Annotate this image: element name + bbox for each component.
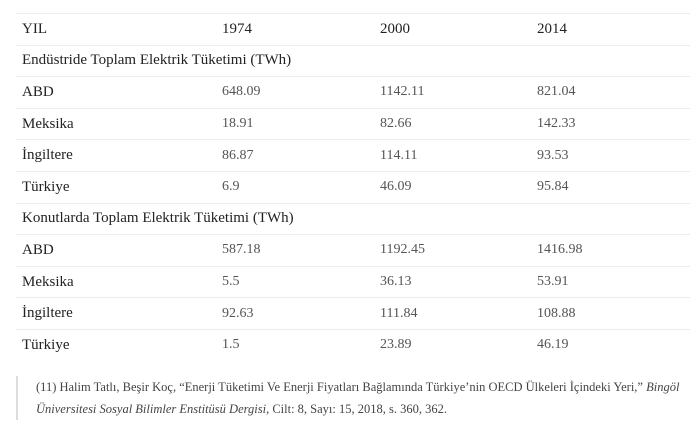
footnote: (11) Halim Tatlı, Beşir Koç, “Enerji Tük… (16, 376, 696, 420)
value-cell: 36.13 (374, 265, 531, 298)
section-title: Endüstride Toplam Elektrik Tüketimi (TWh… (16, 44, 690, 77)
table-row: İngiltere 86.87 114.11 93.53 (16, 139, 690, 172)
value-cell: 114.11 (374, 139, 531, 172)
country-cell: Meksika (16, 107, 216, 140)
value-cell: 5.5 (216, 265, 374, 298)
table-row: Meksika 5.5 36.13 53.91 (16, 265, 690, 298)
country-cell: İngiltere (16, 297, 216, 330)
value-cell: 587.18 (216, 234, 374, 267)
section-header-row: Endüstride Toplam Elektrik Tüketimi (TWh… (16, 44, 690, 77)
value-cell: 46.19 (531, 328, 690, 361)
footnote-text: (11) Halim Tatlı, Beşir Koç, “Enerji Tük… (36, 380, 647, 394)
country-cell: ABD (16, 76, 216, 109)
header-cell: 1974 (216, 13, 374, 46)
value-cell: 86.87 (216, 139, 374, 172)
table-row: İngiltere 92.63 111.84 108.88 (16, 297, 690, 330)
footnote-journal: Bingöl Üniversitesi Sosyal Bilimler Enst… (36, 380, 680, 416)
header-cell: YIL (16, 13, 216, 46)
value-cell: 111.84 (374, 297, 531, 330)
header-cell: 2014 (531, 13, 690, 46)
value-cell: 93.53 (531, 139, 690, 172)
value-cell: 1192.45 (374, 234, 531, 267)
value-cell: 1142.11 (374, 76, 531, 109)
table-header-row: YIL 1974 2000 2014 (16, 13, 690, 46)
footnote-suffix: , Cilt: 8, Sayı: 15, 2018, s. 360, 362. (266, 402, 447, 416)
country-cell: İngiltere (16, 139, 216, 172)
country-cell: Türkiye (16, 170, 216, 204)
value-cell: 108.88 (531, 297, 690, 330)
value-cell: 46.09 (374, 170, 531, 204)
value-cell: 82.66 (374, 107, 531, 140)
section-title: Konutlarda Toplam Elektrik Tüketimi (TWh… (16, 202, 690, 235)
country-cell: Meksika (16, 265, 216, 298)
value-cell: 92.63 (216, 297, 374, 330)
value-cell: 23.89 (374, 328, 531, 361)
value-cell: 53.91 (531, 265, 690, 298)
value-cell: 648.09 (216, 76, 374, 109)
header-cell: 2000 (374, 13, 531, 46)
country-cell: Türkiye (16, 328, 216, 361)
table-row: ABD 648.09 1142.11 821.04 (16, 76, 690, 109)
value-cell: 95.84 (531, 170, 690, 204)
value-cell: 1.5 (216, 328, 374, 361)
table-row: Meksika 18.91 82.66 142.33 (16, 107, 690, 140)
value-cell: 1416.98 (531, 234, 690, 267)
table-row: ABD 587.18 1192.45 1416.98 (16, 234, 690, 267)
value-cell: 6.9 (216, 170, 374, 204)
table-row: Türkiye 6.9 46.09 95.84 (16, 170, 690, 204)
table-row: Türkiye 1.5 23.89 46.19 (16, 328, 690, 361)
country-cell: ABD (16, 234, 216, 267)
section-header-row: Konutlarda Toplam Elektrik Tüketimi (TWh… (16, 202, 690, 235)
value-cell: 18.91 (216, 107, 374, 140)
consumption-table: YIL 1974 2000 2014 Endüstride Toplam Ele… (16, 13, 690, 361)
value-cell: 142.33 (531, 107, 690, 140)
value-cell: 821.04 (531, 76, 690, 109)
